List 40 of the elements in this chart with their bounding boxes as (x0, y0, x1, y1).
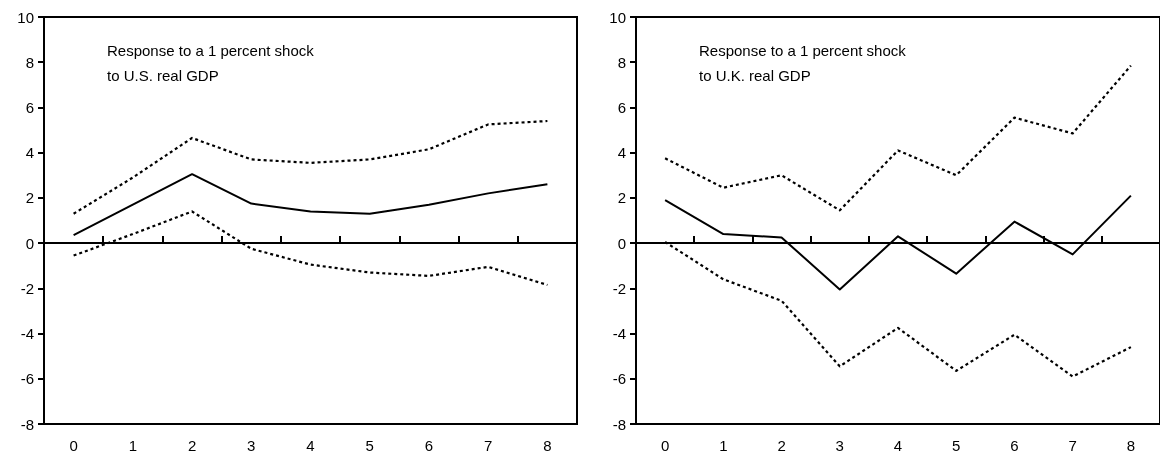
x-tick-label: 2 (187, 437, 197, 454)
y-tick-label: 2 (617, 189, 626, 207)
y-tick-label: -4 (612, 325, 626, 343)
x-tick-label: 0 (69, 437, 78, 454)
y-tick-label: 2 (25, 189, 34, 207)
y-tick-label: -2 (612, 279, 626, 297)
y-tick-label: 10 (17, 8, 34, 26)
x-tick-label: 5 (952, 437, 961, 454)
x-tick-label: 0 (660, 437, 670, 454)
y-tick-label: 8 (25, 53, 34, 71)
text: Response to a 1 percent shock to U.S. real GDP (107, 42, 315, 84)
x-tick-label: 6 (1010, 437, 1019, 454)
x-tick-label: 3 (835, 437, 844, 454)
y-tick-label: -2 (20, 279, 34, 297)
x-tick-label: 1 (128, 437, 138, 454)
y-tick-label: -6 (612, 370, 626, 388)
x-tick-label: 4 (306, 437, 315, 454)
y-tick-label: 6 (25, 98, 34, 116)
x-tick-label: 2 (777, 437, 786, 454)
y-tick-label: 0 (25, 234, 34, 252)
y-tick-label: 4 (617, 144, 626, 162)
x-tick-label: 8 (1126, 437, 1136, 454)
y-tick-label: 10 (609, 8, 626, 26)
x-tick-label: 7 (1068, 437, 1077, 454)
y-tick-label: 4 (25, 144, 34, 162)
text: Response to a 1 percent shock to U.K. real GDP (699, 42, 907, 84)
x-tick-label: 5 (365, 437, 374, 454)
y-tick-label: -6 (20, 370, 34, 388)
y-tick-label: 8 (617, 53, 626, 71)
x-tick-label: 8 (543, 437, 552, 454)
x-tick-label: 1 (719, 437, 728, 454)
y-tick-label: 6 (617, 98, 626, 116)
y-tick-label: -8 (612, 415, 626, 433)
y-tick-label: 0 (617, 234, 626, 252)
y-tick-label: -8 (20, 415, 34, 433)
x-tick-label: 3 (247, 437, 256, 454)
y-tick-label: -4 (20, 325, 34, 343)
x-tick-label: 4 (893, 437, 903, 454)
x-tick-label: 6 (424, 437, 434, 454)
x-tick-label: 7 (483, 437, 493, 454)
